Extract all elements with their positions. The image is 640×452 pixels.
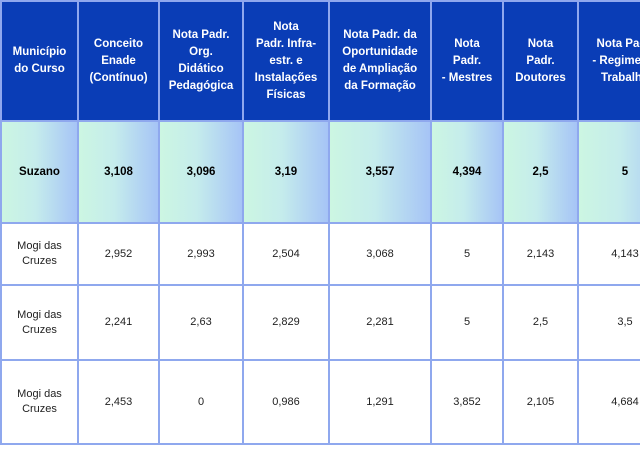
cell: 0,986 bbox=[242, 359, 330, 445]
cell: 4,394 bbox=[430, 120, 504, 224]
cell: 2,952 bbox=[77, 222, 160, 286]
cell: 2,5 bbox=[502, 284, 579, 361]
cell: 2,241 bbox=[77, 284, 160, 361]
cell: 2,504 bbox=[242, 222, 330, 286]
cell: Mogi das Cruzes bbox=[0, 222, 79, 286]
cell: 3,108 bbox=[77, 120, 160, 224]
header-municipio: Município do Curso bbox=[0, 0, 79, 122]
cell: 1,291 bbox=[328, 359, 432, 445]
cell: 4,143 bbox=[577, 222, 640, 286]
cell: 2,281 bbox=[328, 284, 432, 361]
header-row: Município do Curso Conceito Enade (Contínuo… bbox=[0, 0, 640, 122]
cell: Mogi das Cruzes bbox=[0, 359, 79, 445]
cell: 3,557 bbox=[328, 120, 432, 224]
cell: 0 bbox=[158, 359, 244, 445]
cell: Suzano bbox=[0, 120, 79, 224]
cell: 5 bbox=[577, 120, 640, 224]
cell: 5 bbox=[430, 284, 504, 361]
cell: 5 bbox=[430, 222, 504, 286]
cell: 3,852 bbox=[430, 359, 504, 445]
cell: 3,068 bbox=[328, 222, 432, 286]
header-oportunidade: Nota Padr. da Oportunidade de Ampliação da … bbox=[328, 0, 432, 122]
header-doutores: Nota Padr. Doutores bbox=[502, 0, 579, 122]
cell: 2,143 bbox=[502, 222, 579, 286]
header-conceito-enade: Conceito Enade (Contínuo) bbox=[77, 0, 160, 122]
header-regime-trabalho: Nota Padr.- Regime deTrabalho bbox=[577, 0, 640, 122]
header-org-didatico: Nota Padr. Org. Didático Pedagógica bbox=[158, 0, 244, 122]
header-mestres: Nota Padr. - Mestres bbox=[430, 0, 504, 122]
cell: 2,829 bbox=[242, 284, 330, 361]
cell: 2,63 bbox=[158, 284, 244, 361]
cell: 2,105 bbox=[502, 359, 579, 445]
header-infraestrutura: Nota Padr. Infra-estr. e Instalações Física… bbox=[242, 0, 330, 122]
cell: 2,993 bbox=[158, 222, 244, 286]
cell: 3,5 bbox=[577, 284, 640, 361]
table-row: Mogi das Cruzes 2,241 2,63 2,829 2,281 5 … bbox=[0, 284, 640, 361]
table-row-highlight: Suzano 3,108 3,096 3,19 3,557 4,394 2,5 … bbox=[0, 120, 640, 224]
table-row: Mogi das Cruzes 2,453 0 0,986 1,291 3,852… bbox=[0, 359, 640, 445]
table-row: Mogi das Cruzes 2,952 2,993 2,504 3,068 5… bbox=[0, 222, 640, 286]
cell: 2,5 bbox=[502, 120, 579, 224]
cell: 3,19 bbox=[242, 120, 330, 224]
cell: 4,684 bbox=[577, 359, 640, 445]
cell: Mogi das Cruzes bbox=[0, 284, 79, 361]
cell: 2,453 bbox=[77, 359, 160, 445]
cell: 3,096 bbox=[158, 120, 244, 224]
